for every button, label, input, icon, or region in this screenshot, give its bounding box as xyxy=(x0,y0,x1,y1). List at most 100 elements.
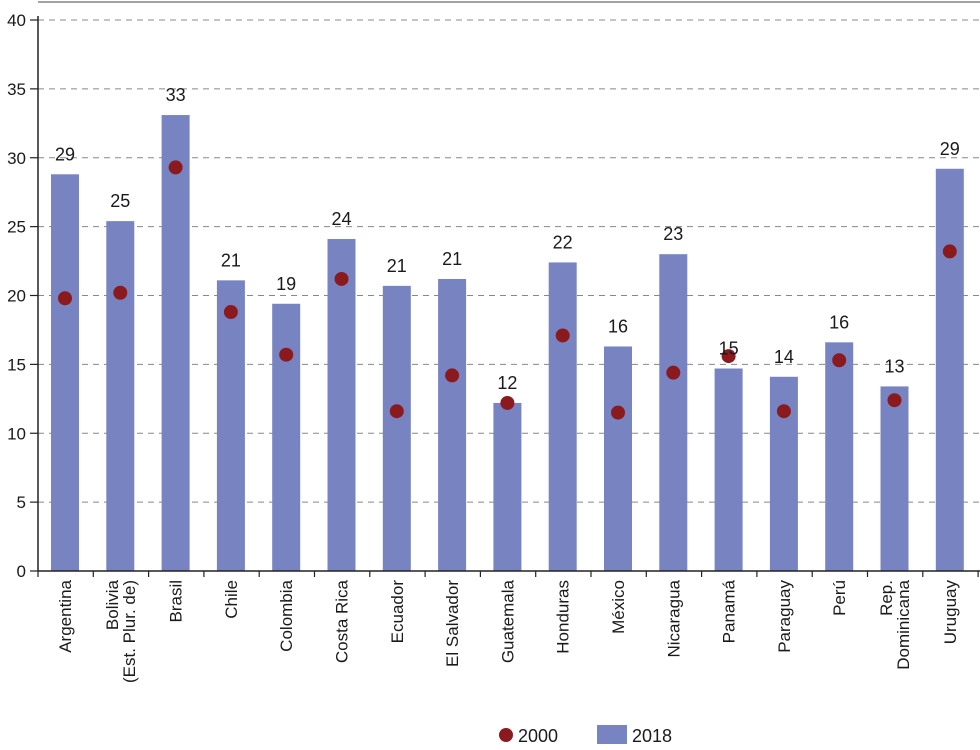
x-category-label: Colombia xyxy=(277,579,296,651)
legend-label-2018: 2018 xyxy=(632,726,672,746)
gridlines xyxy=(38,19,980,503)
data-label-2018: 33 xyxy=(166,85,186,105)
bar-2018 xyxy=(880,386,909,571)
x-category-label-line: El Salvador xyxy=(443,580,462,667)
data-label-2018: 13 xyxy=(884,356,904,376)
dot-2000 xyxy=(279,347,294,362)
x-category-label-line: Dominicana xyxy=(894,579,913,669)
x-category-label-line: Chile xyxy=(222,580,241,619)
dot-2000 xyxy=(611,405,625,420)
data-labels: 29 25 33 21 19 24 21 21 12 22 16 23 15 14 16 13 29 xyxy=(55,85,960,393)
x-category-label-line: Nicaragua xyxy=(664,579,683,657)
bar-2018 xyxy=(106,221,135,572)
y-axis-tick-labels: 0 5 10 15 20 25 30 35 40 xyxy=(7,11,26,581)
y-tick-label: 35 xyxy=(7,80,26,99)
bars-2018 xyxy=(51,115,964,572)
data-label-2018: 12 xyxy=(497,373,517,393)
x-category-label: Uruguay xyxy=(941,580,960,645)
dot-2000 xyxy=(223,305,238,320)
y-tick-label: 0 xyxy=(17,562,26,581)
x-category-label-line: Paraguay xyxy=(775,580,794,653)
dot-2000 xyxy=(168,160,183,175)
y-tick-label: 15 xyxy=(7,355,26,374)
bar-2018 xyxy=(382,285,411,571)
bar-2018 xyxy=(216,280,245,571)
dot-2000 xyxy=(666,365,681,380)
bar-2018 xyxy=(714,368,743,571)
x-category-label-line: Colombia xyxy=(277,579,296,651)
data-label-2018: 21 xyxy=(387,256,407,276)
data-label-2018: 16 xyxy=(608,316,628,336)
x-category-label: Chile xyxy=(222,580,241,619)
x-category-label: Argentina xyxy=(56,579,75,652)
x-category-label-line: Ecuador xyxy=(388,580,407,644)
data-label-2018: 23 xyxy=(663,224,683,244)
x-category-label: Brasil xyxy=(167,580,186,623)
data-label-2018: 21 xyxy=(221,250,241,270)
x-category-label: Costa Rica xyxy=(333,579,352,663)
y-tick-label: 25 xyxy=(7,218,26,237)
y-tick-label: 5 xyxy=(17,493,26,512)
x-category-label-line: Costa Rica xyxy=(333,579,352,663)
data-label-2018: 25 xyxy=(110,191,130,211)
legend-label-2000: 2000 xyxy=(518,726,558,746)
bar-2018 xyxy=(659,254,688,572)
x-category-label: Rep.Dominicana xyxy=(877,579,913,669)
legend: 2000 2018 xyxy=(499,725,672,746)
x-category-label-line: (Est. Plur. de) xyxy=(120,580,139,683)
dot-2000 xyxy=(58,291,72,306)
dot-2000 xyxy=(389,404,404,419)
dot-2000 xyxy=(942,244,957,259)
y-tick-label: 30 xyxy=(7,149,26,168)
legend-swatch-2000 xyxy=(499,728,513,742)
x-category-label: Perú xyxy=(830,580,849,616)
dot-2000 xyxy=(113,285,128,300)
data-label-2018: 21 xyxy=(442,249,462,269)
bar-2018 xyxy=(438,278,467,571)
data-label-2018: 14 xyxy=(774,347,794,367)
x-category-label: México xyxy=(609,580,628,634)
data-label-2018: 22 xyxy=(553,232,573,252)
x-category-label: Honduras xyxy=(554,580,573,654)
x-category-label: Paraguay xyxy=(775,580,794,653)
x-category-label: El Salvador xyxy=(443,580,462,667)
bar-2018 xyxy=(327,239,356,571)
x-category-label-line: Bolivia xyxy=(103,579,122,630)
dot-2000 xyxy=(445,368,460,383)
dot-2000 xyxy=(500,395,515,410)
bar-2018 xyxy=(51,174,79,571)
x-category-label-line: Brasil xyxy=(167,580,186,623)
dot-2000 xyxy=(832,353,847,368)
x-category-label: Guatemala xyxy=(498,579,517,663)
data-label-2018: 24 xyxy=(331,209,351,229)
y-tick-label: 20 xyxy=(7,287,26,306)
data-label-2018: 29 xyxy=(55,144,75,164)
bar-2018 xyxy=(493,402,522,571)
bar-2018 xyxy=(935,168,964,571)
x-category-label-line: Rep. xyxy=(877,580,896,616)
x-category-label-line: Guatemala xyxy=(498,579,517,663)
bar-2018 xyxy=(825,342,854,571)
x-category-label-line: Uruguay xyxy=(941,580,960,645)
bar-2018 xyxy=(548,262,577,571)
x-category-label-line: México xyxy=(609,580,628,634)
x-category-label-line: Honduras xyxy=(554,580,573,654)
x-axis-category-labels: Argentina Bolivia(Est. Plur. de) Brasil Chi… xyxy=(56,579,960,683)
dots-2000 xyxy=(58,160,957,420)
x-category-label-line: Perú xyxy=(830,580,849,616)
dot-2000 xyxy=(334,271,349,286)
y-tick-label: 40 xyxy=(7,11,26,30)
x-category-label: Bolivia(Est. Plur. de) xyxy=(103,579,139,683)
legend-swatch-2018 xyxy=(597,725,627,744)
x-category-label: Nicaragua xyxy=(664,579,683,657)
dot-2000 xyxy=(887,393,902,408)
y-tick-label: 10 xyxy=(7,424,26,443)
axes xyxy=(30,16,980,577)
x-category-label: Ecuador xyxy=(388,580,407,644)
data-label-2018: 29 xyxy=(940,139,960,159)
bar-2018 xyxy=(272,303,301,571)
x-category-label-line: Panamá xyxy=(720,579,739,643)
bar-2018 xyxy=(161,115,190,572)
dot-2000 xyxy=(721,349,736,364)
